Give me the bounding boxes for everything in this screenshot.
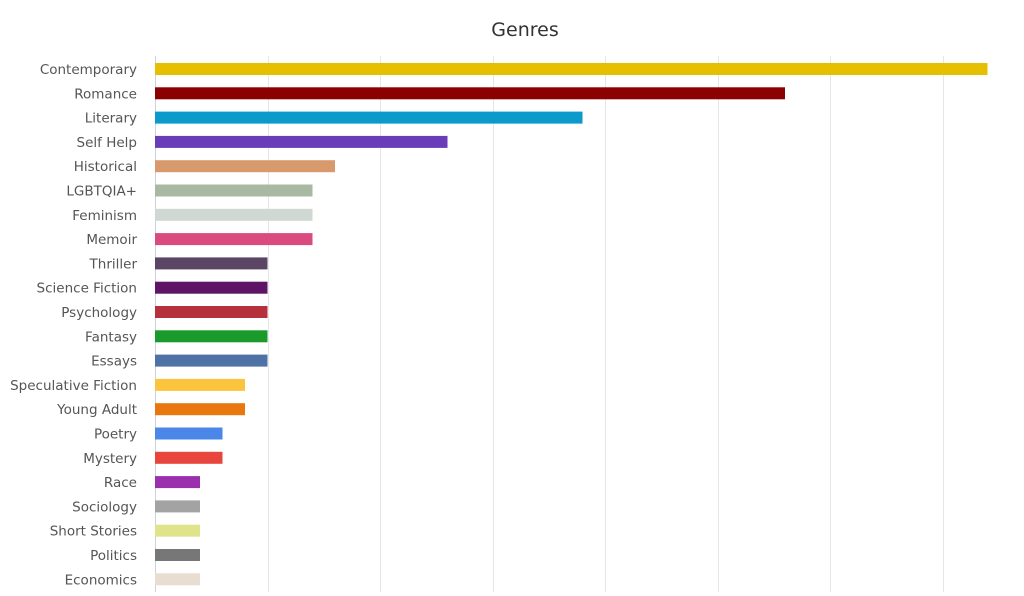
bar[interactable]: [155, 63, 988, 75]
bar[interactable]: [155, 233, 313, 246]
category-label: Psychology: [61, 305, 137, 321]
category-label: Romance: [74, 86, 137, 102]
bar[interactable]: [155, 281, 268, 294]
bar[interactable]: [155, 87, 785, 100]
category-label: Economics: [65, 572, 137, 588]
bar[interactable]: [155, 451, 223, 464]
bar[interactable]: [155, 208, 313, 221]
bar[interactable]: [155, 135, 448, 148]
category-label: Mystery: [83, 451, 137, 467]
category-label: Memoir: [86, 232, 137, 248]
bar[interactable]: [155, 573, 200, 586]
bar[interactable]: [155, 476, 200, 489]
bar[interactable]: [155, 160, 335, 173]
bar[interactable]: [155, 111, 583, 124]
bar[interactable]: [155, 306, 268, 318]
category-label: Feminism: [72, 208, 137, 224]
category-label: Self Help: [77, 135, 137, 151]
category-label: Historical: [74, 159, 137, 175]
category-labels: Contemporary Romance Literary Self Help Hist…: [10, 62, 137, 588]
category-label: Poetry: [94, 427, 137, 443]
category-label: Young Adult: [56, 402, 137, 418]
category-label: Race: [104, 475, 137, 491]
category-label: Literary: [85, 111, 137, 127]
category-label: Fantasy: [85, 329, 137, 345]
chart-title: Genres: [491, 19, 558, 41]
category-label: Thriller: [89, 256, 138, 272]
bar[interactable]: [155, 257, 268, 270]
bar[interactable]: [155, 427, 223, 440]
category-label: Essays: [91, 354, 137, 370]
category-label: Sociology: [72, 499, 137, 515]
category-label: Speculative Fiction: [10, 378, 137, 394]
category-label: Short Stories: [50, 524, 137, 540]
category-label: LGBTQIA+: [66, 184, 137, 200]
bar[interactable]: [155, 524, 200, 537]
category-label: Politics: [90, 548, 137, 564]
bar[interactable]: [155, 354, 268, 367]
bars: [155, 63, 988, 586]
bar[interactable]: [155, 403, 245, 416]
bar[interactable]: [155, 378, 245, 391]
category-label: Science Fiction: [37, 281, 137, 297]
bar[interactable]: [155, 184, 313, 197]
bar[interactable]: [155, 549, 200, 561]
category-label: Contemporary: [40, 62, 137, 78]
bar[interactable]: [155, 500, 200, 513]
bar[interactable]: [155, 330, 268, 343]
